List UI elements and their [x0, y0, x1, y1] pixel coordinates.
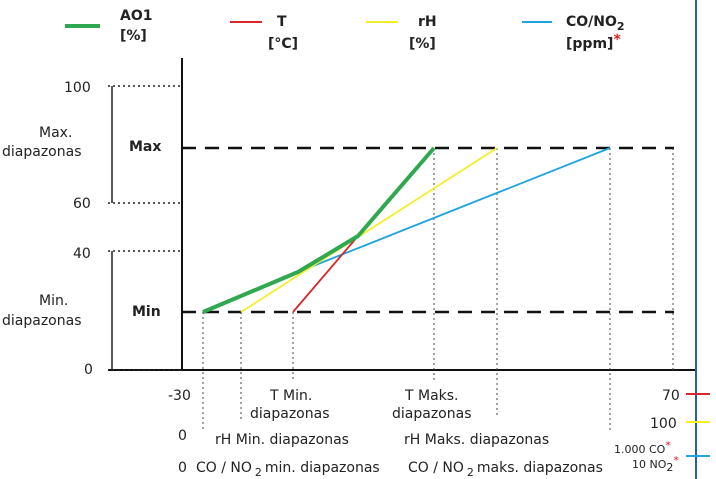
rh-min-label: rH Min. diapazonas — [215, 432, 349, 448]
t-max-label-2: diapazonas — [392, 406, 471, 422]
min-range-label-1: Min. — [39, 293, 68, 309]
x-rh-max-value: 100 — [650, 416, 677, 432]
x-rh-min-value: 0 — [178, 428, 187, 444]
ao1-line — [202, 146, 436, 314]
x-co-max-value: 1.000 CO* — [614, 439, 671, 456]
legend-rh-label: rH — [418, 14, 437, 30]
t-min-label-2: diapazonas — [250, 406, 329, 422]
x-t-min-value: -30 — [168, 388, 191, 404]
y-tick-0: 0 — [84, 362, 93, 378]
x-no2-max-value: 10 NO2* — [632, 454, 679, 474]
legend-co-unit: [ppm]* — [566, 32, 621, 52]
x-co-min-value: 0 — [178, 460, 187, 476]
y-tick-40: 40 — [73, 246, 91, 262]
t-max-label-1: T Maks. — [404, 388, 459, 404]
min-range-label-2: diapazonas — [2, 313, 81, 329]
legend-t-label: T — [277, 14, 287, 30]
t-line — [292, 235, 359, 313]
rh-line — [240, 147, 498, 313]
legend-ao1-unit: [%] — [120, 28, 147, 44]
max-text: Max — [129, 139, 161, 155]
min-text: Min — [132, 304, 161, 320]
y-tick-60: 60 — [73, 196, 91, 212]
co-max-label: CO / NO 2 maks. diapazonas — [408, 460, 603, 479]
legend-co-label: CO/NO2 — [566, 14, 625, 33]
max-range-label-2: diapazonas — [2, 144, 81, 160]
legend-ao1-label: AO1 — [120, 8, 152, 24]
x-t-max-value: 70 — [662, 388, 680, 404]
legend-t-unit: [°C] — [268, 36, 298, 52]
t-min-label-1: T Min. — [269, 388, 312, 404]
y-tick-100: 100 — [64, 80, 91, 96]
max-range-label-1: Max. — [39, 125, 72, 141]
rh-max-label: rH Maks. diapazonas — [404, 432, 549, 448]
legend-rh-unit: [%] — [409, 36, 436, 52]
co-min-label: CO / NO 2 min. diapazonas — [196, 460, 380, 479]
